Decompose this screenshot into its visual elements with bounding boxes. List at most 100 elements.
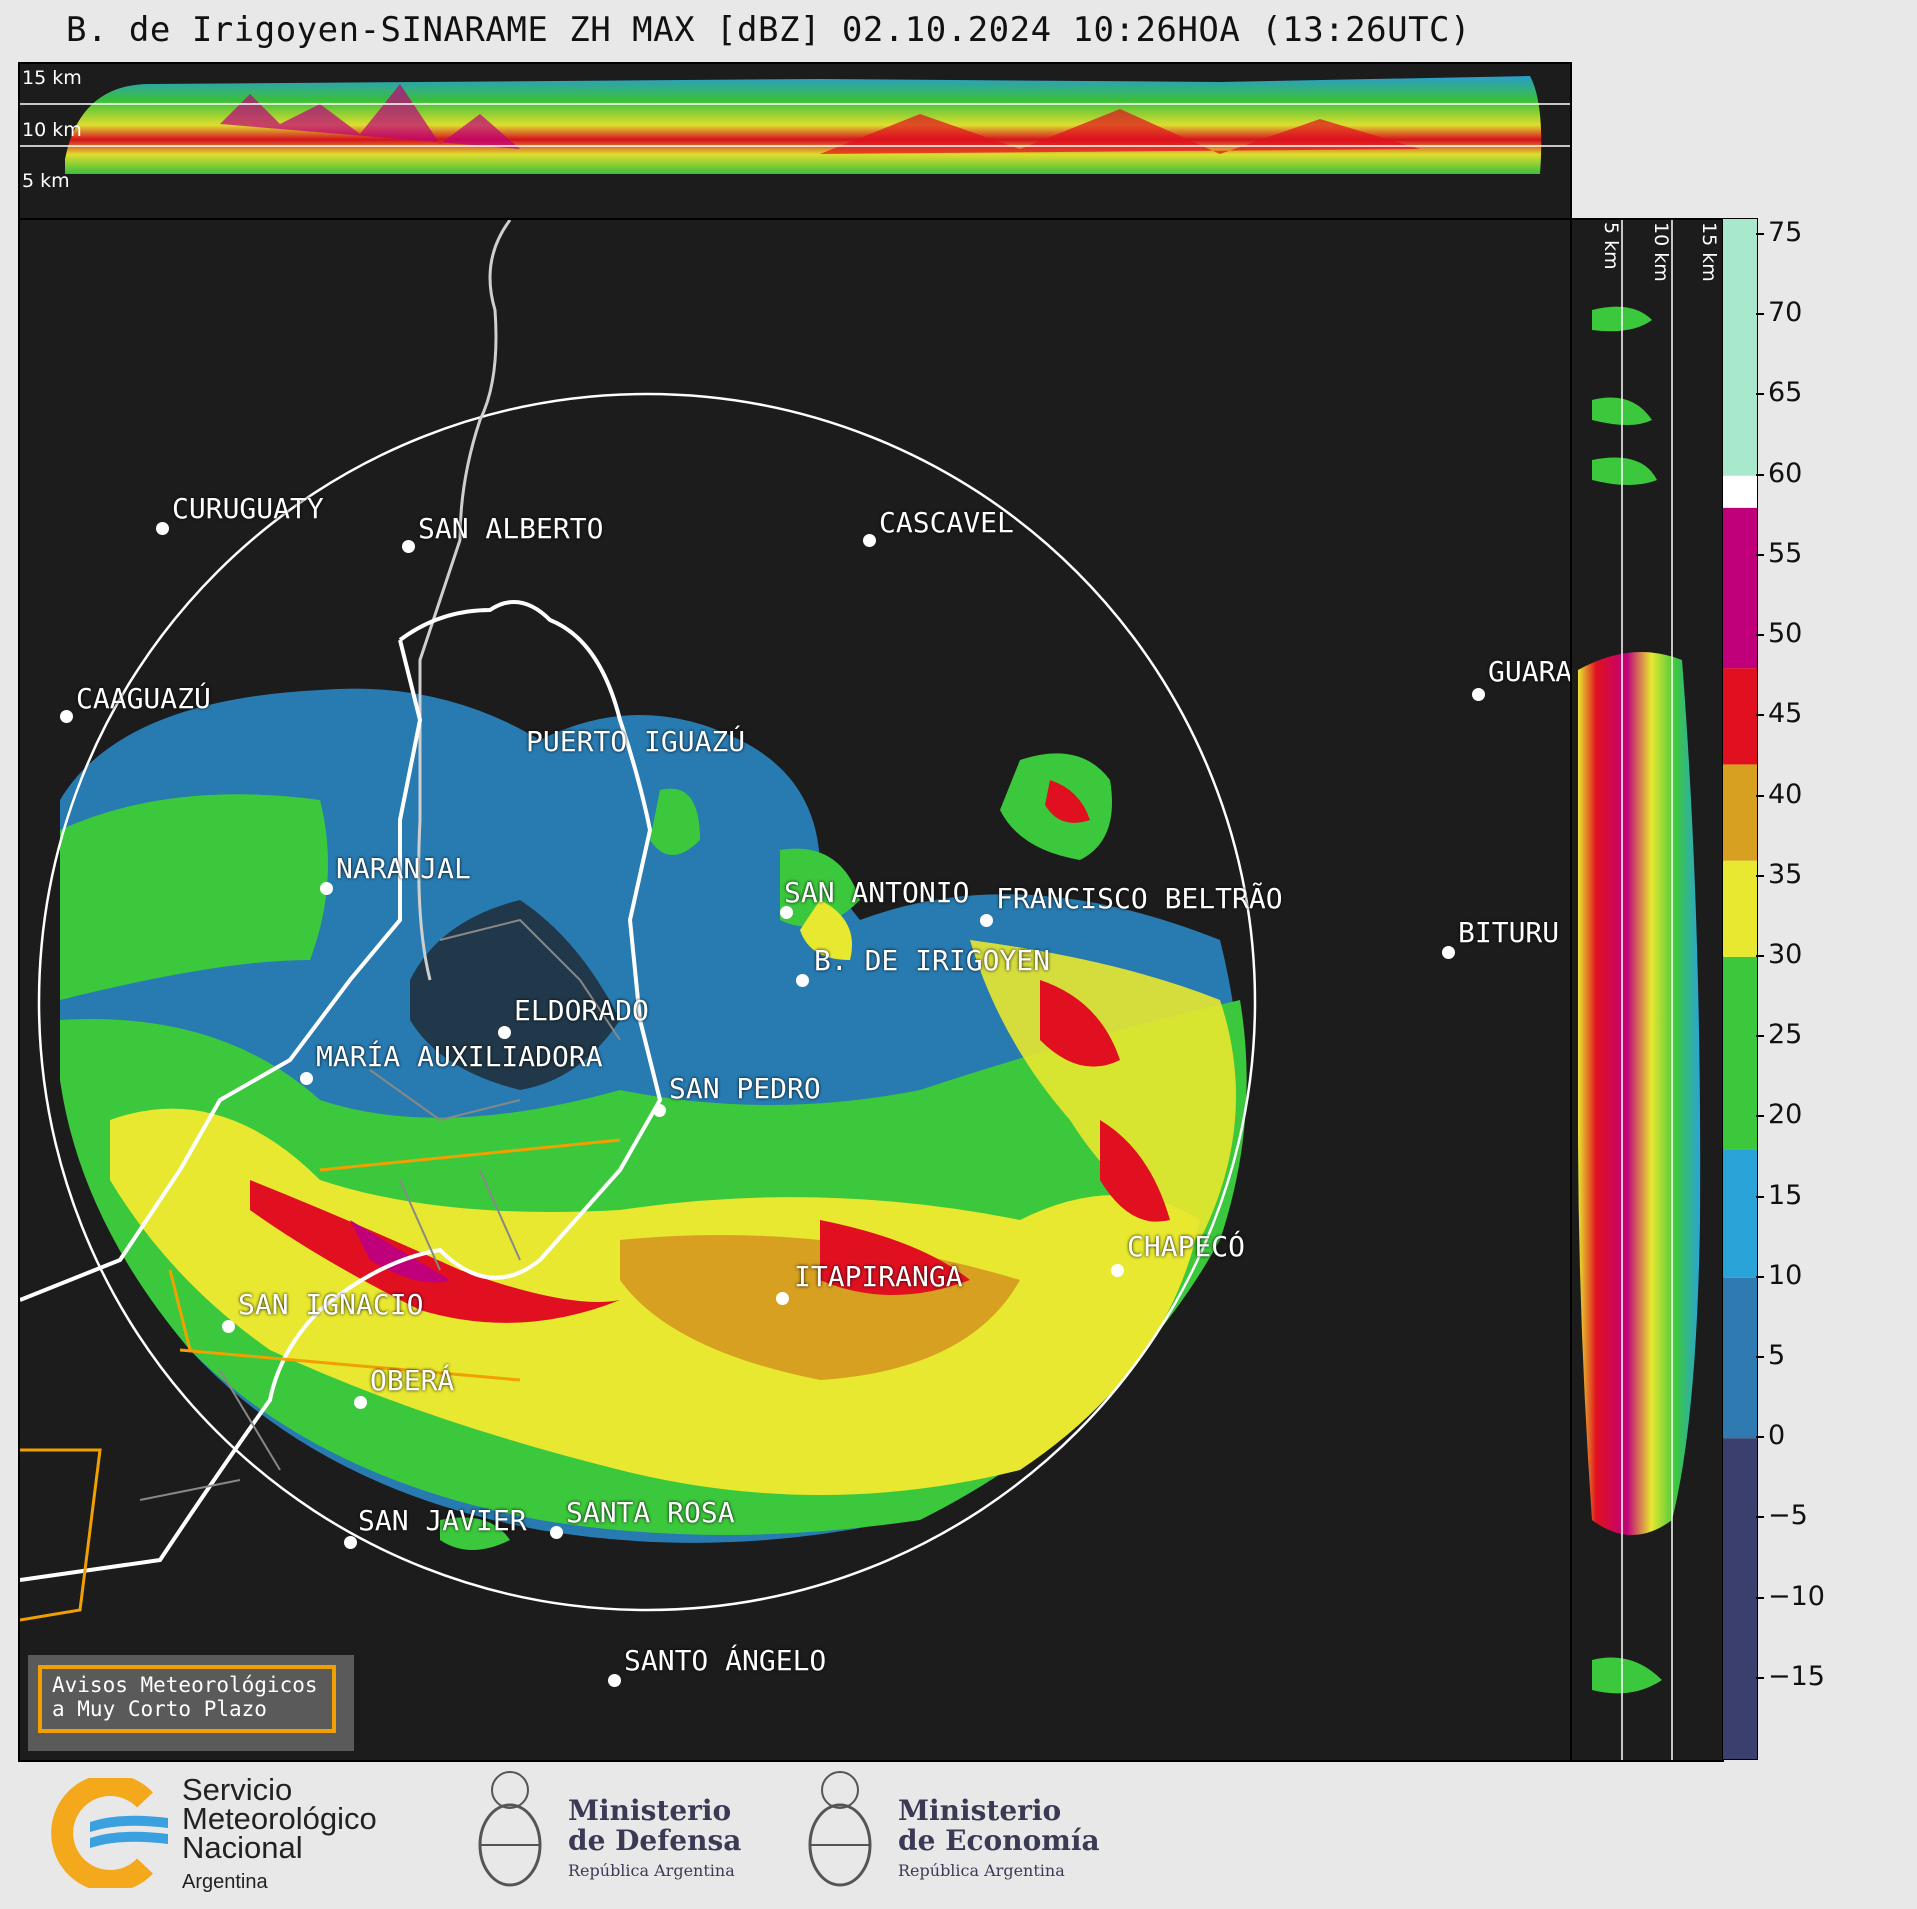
colorbar-tick-label: 55 bbox=[1768, 537, 1803, 569]
place-label-puerto-iguazu: PUERTO IGUAZÚ bbox=[526, 725, 746, 758]
top-height-label-10: 10 km bbox=[22, 119, 82, 141]
range-ring bbox=[37, 392, 1257, 1612]
side-cross-section-echoes bbox=[1578, 220, 1701, 1760]
colorbar-tick-label: 10 bbox=[1768, 1259, 1803, 1291]
place-dot bbox=[776, 1292, 789, 1305]
colorbar-tick bbox=[1756, 714, 1764, 717]
smn-logo-icon bbox=[51, 1778, 168, 1888]
place-label-obera: OBERÁ bbox=[370, 1364, 455, 1397]
colorbar-tick bbox=[1756, 313, 1764, 316]
colorbar-band bbox=[1723, 1438, 1757, 1759]
smn-logo-text: Servicio Meteorológico Nacional Argentin… bbox=[182, 1772, 377, 1897]
colorbar-band bbox=[1723, 219, 1757, 476]
colorbar-tick-label: 35 bbox=[1768, 858, 1803, 890]
defensa-logo-text: Ministerio de Defensa República Argentin… bbox=[568, 1796, 741, 1886]
colorbar-band bbox=[1723, 860, 1757, 957]
place-label-cascavel: CASCAVEL bbox=[879, 506, 1014, 539]
chart-title: B. de Irigoyen-SINARAME ZH MAX [dBZ] 02.… bbox=[66, 10, 1471, 50]
place-label-san-pedro: SAN PEDRO bbox=[669, 1072, 821, 1105]
notice-line-1: Avisos Meteorológicos bbox=[52, 1673, 318, 1697]
smn-line-2: Meteorológico bbox=[182, 1801, 377, 1836]
place-dot bbox=[222, 1320, 235, 1333]
smn-line-3: Nacional bbox=[182, 1830, 303, 1865]
colorbar-tick bbox=[1756, 233, 1764, 236]
place-label-santa-rosa: SANTA ROSA bbox=[566, 1496, 735, 1529]
colorbar-tick-label: 5 bbox=[1768, 1339, 1786, 1371]
economia-line-1: Ministerio bbox=[898, 1794, 1062, 1827]
colorbar-tick-label: 25 bbox=[1768, 1019, 1803, 1051]
place-label-san-javier: SAN JAVIER bbox=[358, 1504, 527, 1537]
place-dot bbox=[1111, 1264, 1124, 1277]
place-label-santo-angelo: SANTO ÁNGELO bbox=[624, 1644, 827, 1677]
defensa-line-1: Ministerio bbox=[568, 1794, 732, 1827]
place-dot bbox=[608, 1674, 621, 1687]
defensa-line-2: de Defensa bbox=[568, 1824, 742, 1857]
place-label-eldorado: ELDORADO bbox=[514, 994, 649, 1027]
colorbar-tick bbox=[1756, 553, 1764, 556]
radar-echo-layer bbox=[20, 220, 1257, 1622]
colorbar-tick-label: −10 bbox=[1768, 1580, 1825, 1612]
place-label-francisco-beltrao: FRANCISCO BELTRÃO bbox=[996, 882, 1283, 915]
colorbar-tick-label: 40 bbox=[1768, 778, 1803, 810]
warnings-notice[interactable]: Avisos Meteorológicos a Muy Corto Plazo bbox=[28, 1655, 354, 1751]
coat-of-arms-icon bbox=[808, 1771, 872, 1887]
place-label-guara: GUARA bbox=[1488, 655, 1572, 688]
colorbar-tick-label: 75 bbox=[1768, 217, 1803, 249]
colorbar-tick bbox=[1756, 1436, 1764, 1439]
economia-line-3: República Argentina bbox=[898, 1861, 1065, 1880]
colorbar-tick bbox=[1756, 393, 1764, 396]
colorbar-tick-label: 50 bbox=[1768, 618, 1803, 650]
side-height-label-5: 5 km bbox=[1600, 222, 1622, 270]
notice-line-2: a Muy Corto Plazo bbox=[52, 1697, 267, 1721]
colorbar-tick-label: 20 bbox=[1768, 1099, 1803, 1131]
economia-logo-text: Ministerio de Economía República Argenti… bbox=[898, 1796, 1100, 1886]
radar-site-dot bbox=[796, 974, 809, 987]
colorbar-tick-label: 15 bbox=[1768, 1179, 1803, 1211]
country-border bbox=[20, 600, 663, 1582]
colorbar-tick bbox=[1756, 794, 1764, 797]
coat-of-arms-icon bbox=[478, 1771, 542, 1887]
place-dot bbox=[863, 534, 876, 547]
colorbar-tick bbox=[1756, 1596, 1764, 1599]
colorbar-band bbox=[1723, 956, 1757, 1150]
department-borders bbox=[139, 918, 621, 1501]
place-label-itapiranga: ITAPIRANGA bbox=[794, 1260, 963, 1293]
colorbar-tick bbox=[1756, 1516, 1764, 1519]
colorbar-tick bbox=[1756, 1275, 1764, 1278]
colorbar-band bbox=[1723, 507, 1757, 669]
colorbar-tick bbox=[1756, 954, 1764, 957]
economia-line-2: de Economía bbox=[898, 1824, 1100, 1857]
place-dot bbox=[300, 1072, 313, 1085]
colorbar-tick-label: 0 bbox=[1768, 1420, 1786, 1452]
smn-line-1: Servicio bbox=[182, 1772, 293, 1807]
colorbar-band bbox=[1723, 1277, 1757, 1439]
side-height-label-15: 15 km bbox=[1698, 222, 1720, 282]
place-label-curuguaty: CURUGUATY bbox=[172, 492, 324, 525]
country-border-west bbox=[20, 639, 423, 1302]
side-cross-section-panel: 5 km 10 km 15 km bbox=[1570, 218, 1724, 1762]
place-dot bbox=[344, 1536, 357, 1549]
place-label-san-ignacio: SAN IGNACIO bbox=[238, 1288, 424, 1321]
place-dot bbox=[354, 1396, 367, 1409]
colorbar-band bbox=[1723, 475, 1757, 508]
radar-map-panel: CURUGUATY SAN ALBERTO CASCAVEL CAAGUAZÚ … bbox=[18, 218, 1572, 1762]
colorbar-tick-label: 65 bbox=[1768, 377, 1803, 409]
colorbar-tick bbox=[1756, 1676, 1764, 1679]
colorbar-tick-label: 70 bbox=[1768, 297, 1803, 329]
defensa-line-3: República Argentina bbox=[568, 1861, 735, 1880]
colorbar-tick-label: 45 bbox=[1768, 698, 1803, 730]
place-label-b-de-irigoyen: B. DE IRIGOYEN bbox=[814, 944, 1051, 977]
place-dot bbox=[1442, 946, 1455, 959]
colorbar-tick-label: 30 bbox=[1768, 938, 1803, 970]
place-label-san-alberto: SAN ALBERTO bbox=[418, 512, 604, 545]
colorbar-tick bbox=[1756, 1115, 1764, 1118]
place-label-san-antonio: SAN ANTONIO bbox=[784, 876, 970, 909]
colorbar-band bbox=[1723, 1149, 1757, 1278]
top-height-label-15: 15 km bbox=[22, 67, 82, 89]
top-height-label-5: 5 km bbox=[22, 170, 70, 192]
place-dot bbox=[780, 906, 793, 919]
place-dot bbox=[60, 710, 73, 723]
place-dot bbox=[320, 882, 333, 895]
colorbar-tick bbox=[1756, 634, 1764, 637]
colorbar-tick bbox=[1756, 1195, 1764, 1198]
